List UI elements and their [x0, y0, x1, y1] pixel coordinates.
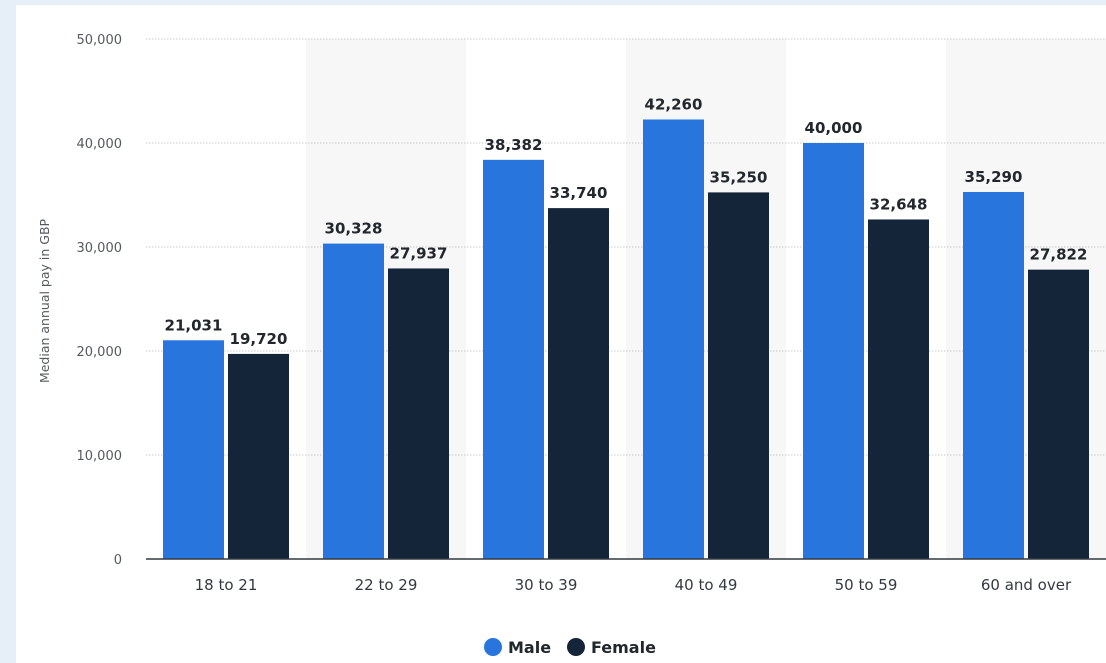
x-tick-label: 50 to 59 [835, 576, 898, 594]
data-label: 38,382 [485, 136, 543, 154]
bar-female [228, 353, 289, 559]
data-label: 33,740 [550, 184, 608, 202]
data-label: 19,720 [230, 330, 288, 348]
data-label: 21,031 [165, 316, 223, 334]
y-tick-label: 30,000 [77, 241, 123, 256]
bar-chart: 0 10,000 20,000 30,000 40,000 50,000 21,031 19… [37, 33, 1106, 657]
legend: Male Female [484, 638, 656, 657]
bar-female [868, 219, 929, 559]
x-axis-ticks: 18 to 21 22 to 29 30 to 39 40 to 49 50 to 59… [195, 576, 1072, 594]
gridlines [146, 38, 1106, 456]
bar-male [163, 340, 224, 559]
y-tick-label: 10,000 [77, 449, 123, 464]
y-axis-ticks: 0 10,000 20,000 30,000 40,000 50,000 [77, 33, 123, 568]
x-tick-label: 30 to 39 [515, 576, 578, 594]
bar-female [708, 192, 769, 559]
y-tick-label: 40,000 [77, 137, 123, 152]
bar-male [963, 191, 1024, 559]
data-label: 35,250 [710, 168, 768, 186]
x-tick-label: 18 to 21 [195, 576, 258, 594]
bar-female [548, 208, 609, 559]
y-tick-label: 50,000 [77, 33, 123, 48]
x-tick-label: 22 to 29 [355, 576, 418, 594]
x-tick-label: 60 and over [981, 576, 1072, 594]
bar-male [643, 119, 704, 559]
legend-marker-female [567, 638, 585, 656]
legend-marker-male [484, 638, 502, 656]
x-tick-label: 40 to 49 [675, 576, 738, 594]
bar-female [1028, 269, 1089, 559]
bar-male [323, 243, 384, 559]
data-label: 30,328 [325, 220, 383, 238]
y-tick-label: 0 [114, 553, 122, 568]
data-label: 27,937 [390, 244, 448, 262]
y-tick-label: 20,000 [77, 345, 123, 360]
legend-label-male: Male [508, 638, 551, 657]
data-labels: 21,031 19,720 30,328 27,937 38,382 33,740 42,2… [165, 95, 1088, 347]
data-label: 40,000 [805, 119, 863, 137]
y-axis-title: Median annual pay in GBP [37, 218, 52, 383]
bar-male [483, 159, 544, 559]
bars [163, 119, 1089, 559]
data-label: 42,260 [645, 95, 703, 113]
bar-female [388, 268, 449, 559]
chart-panel: 0 10,000 20,000 30,000 40,000 50,000 21,031 19… [16, 5, 1106, 663]
data-label: 32,648 [870, 195, 928, 213]
data-label: 27,822 [1030, 246, 1088, 264]
bar-male [803, 143, 864, 559]
legend-label-female: Female [591, 638, 656, 657]
data-label: 35,290 [965, 168, 1023, 186]
